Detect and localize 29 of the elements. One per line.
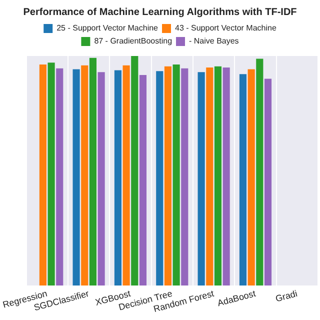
bar	[214, 66, 222, 286]
bar	[139, 75, 147, 286]
bar	[131, 56, 138, 286]
bar	[206, 67, 214, 286]
bar	[98, 72, 105, 286]
legend-label: - Naive Bayes	[189, 36, 239, 46]
bar	[172, 64, 180, 286]
legend-label: 87 - GradientBoosting	[94, 36, 172, 46]
bar	[248, 69, 255, 286]
bar	[256, 58, 264, 286]
bar	[81, 65, 88, 286]
x-tick-label: Gradi	[274, 288, 298, 304]
bar	[239, 74, 247, 286]
bar	[222, 67, 230, 286]
bar	[122, 65, 130, 286]
bar	[264, 78, 272, 286]
legend-label: 25 - Support Vector Machine	[56, 24, 159, 33]
bar	[156, 71, 164, 286]
bar	[39, 64, 46, 286]
bar	[198, 72, 205, 286]
bar	[164, 66, 172, 286]
bar	[72, 69, 80, 286]
bar	[48, 62, 55, 286]
bar	[89, 58, 96, 286]
bar	[56, 68, 64, 286]
chart-title: Performance of Machine Learning Algorithms with TF-IDF	[23, 6, 297, 18]
bar	[181, 68, 188, 286]
legend-label: 43 - Support Vector Machine	[175, 24, 277, 33]
bar	[114, 70, 122, 286]
